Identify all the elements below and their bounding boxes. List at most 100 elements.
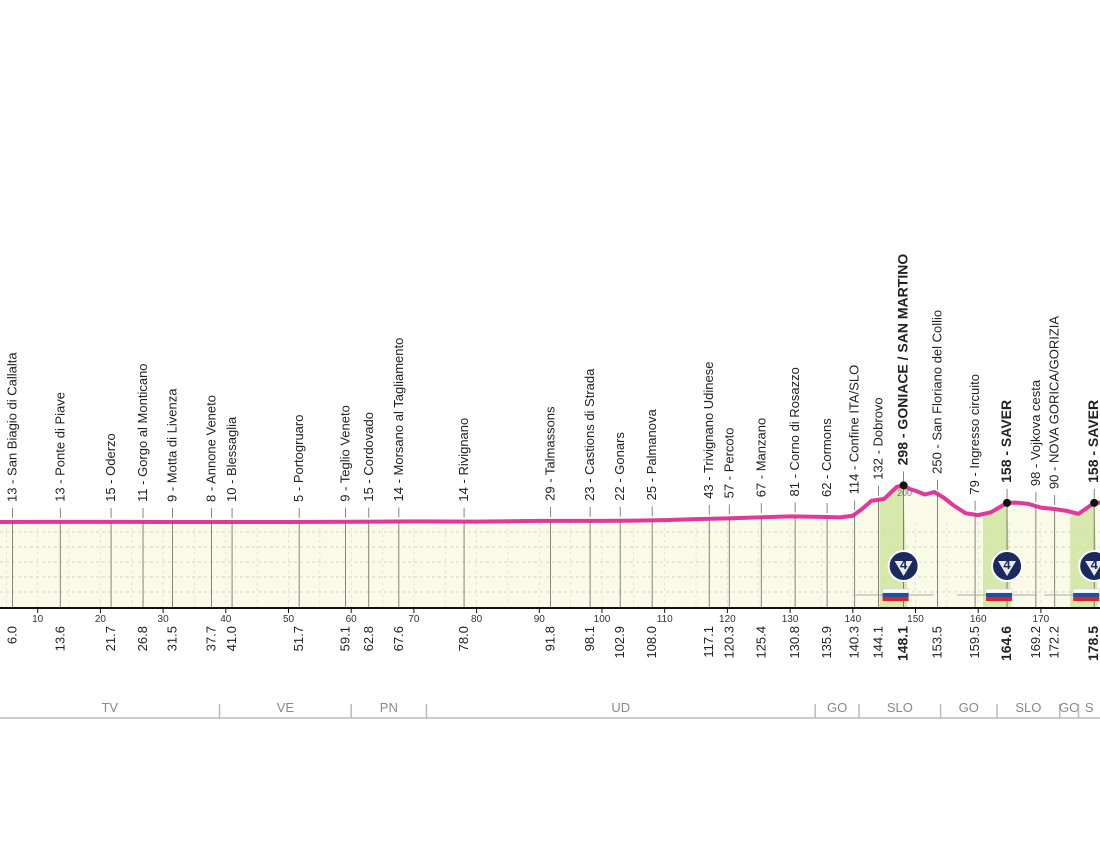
waypoint-name: 15 - Oderzo [103,433,118,502]
waypoint-km-label: 13.6 [52,626,67,651]
waypoint-name: 43 - Trivignano Udinese [701,361,716,498]
waypoint-name: 9 - Teglio Veneto [338,405,353,502]
waypoint-name: 250 - San Floriano del Collio [929,310,944,474]
badge-triangle [1085,561,1100,576]
waypoint-name: 13 - Ponte di Piave [52,392,67,502]
kom-category-4-icon: 4 [887,550,920,582]
waypoint-km-label: 108.0 [644,626,659,659]
waypoint-km-label: 135.9 [819,626,834,659]
waypoint-km-label: 41.0 [224,626,239,651]
waypoint-km-label: 140.3 [847,626,862,659]
region-label: UD [611,700,630,715]
region-bar: TV VE PN UD GO SLO GO SLO GO S [0,700,1100,719]
region-label: SLO [887,700,913,715]
waypoint-km-label: 37.7 [203,626,218,651]
waypoint-name: 5 - Portogruaro [291,415,306,502]
waypoint-name: 10 - Blessaglia [224,416,239,502]
waypoint-name: 57 - Percoto [721,427,736,498]
axis-tick-label: 60 [346,614,358,625]
waypoint-name: 158 - SAVER [1085,400,1100,483]
waypoint-km-label: 164.6 [998,626,1014,661]
axis-tick-label: 170 [1033,614,1050,625]
axis-tick-label: 140 [844,614,861,625]
waypoint-km-label: 178.5 [1085,626,1100,661]
flag-stripe-white [882,588,909,594]
badge-triangle [998,561,1017,576]
axis-tick-label: 90 [534,614,546,625]
waypoint-km-label: 59.1 [338,626,353,651]
waypoint-km-label: 130.8 [787,626,802,659]
waypoint-km-label: 51.7 [291,626,306,651]
altitude-tick-label: 200 [897,488,912,498]
flag-stripe-red [986,597,1013,601]
slovenia-flag-icon [1072,588,1100,601]
waypoint-name: 81 - Corno di Rosazzo [787,367,802,496]
climb-badges: 4 4 4 [853,550,1100,601]
waypoint-km-label: 21.7 [103,626,118,651]
waypoint-name: 8 - Annone Veneto [203,395,218,502]
region-label: SLO [1015,700,1041,715]
waypoint-name: 23 - Castions di Strada [582,368,597,501]
waypoint-name: 13 - San Biagio di Callalta [5,352,20,502]
waypoint-km-label: 117.1 [701,626,716,658]
waypoint-name: 67 - Manzano [753,418,768,498]
waypoint-name: 158 - SAVER [998,400,1014,483]
waypoint-name: 98 - Vojkova cesta [1028,379,1043,486]
waypoint-name: 14 - Morsano al Tagliamento [391,338,406,502]
waypoint-name: 22 - Gonars [612,432,627,501]
axis-tick-label: 40 [220,614,232,625]
axis-tick-label: 160 [970,614,987,625]
flag-stripe-white [985,588,1013,594]
axis-tick-label: 10 [32,614,44,625]
axis-tick-label: 100 [594,614,611,625]
waypoint-km-label: 159.5 [967,626,982,659]
waypoint-name: 62 - Cormons [819,418,834,497]
climb-category-number: 4 [1091,557,1099,572]
waypoint-name: 9 - Motta di Livenza [165,388,180,502]
region-label: GO [959,700,979,715]
waypoint-km-label: 67.6 [391,626,406,651]
badge-triangle [894,561,913,576]
region-label: TV [101,700,118,715]
waypoint-km-label: 172.2 [1047,626,1062,659]
axis-tick-label: 130 [782,614,799,625]
waypoint-km-label: 91.8 [543,626,558,651]
waypoint-name: 90 - NOVA GORICA/GORIZIA [1047,316,1062,489]
summit-dot [1003,498,1012,507]
slovenia-flag-icon [882,588,909,601]
waypoint-markers: 200 13 - San Biagio di Callalta 6.0 13 - Po… [5,254,1100,661]
kom-category-4-icon: 4 [991,550,1024,582]
climb-category-number: 4 [900,557,908,572]
waypoint-name: 132 - Dobrovo [871,397,886,479]
region-label: VE [277,700,295,715]
waypoint-km-label: 31.5 [165,626,180,651]
waypoint-name: 298 - GONIACE / SAN MARTINO [895,254,911,466]
kom-category-4-icon: 4 [1078,550,1100,582]
summit-dot [1090,498,1099,507]
flag-stripe-white [1072,588,1100,594]
waypoint-km-label: 62.8 [361,626,376,651]
waypoint-name: 11 - Gorgo al Monticano [135,363,150,502]
waypoint-km-label: 102.9 [612,626,627,659]
waypoint-name: 29 - Talmassons [543,406,558,501]
flag-stripe-blue [1073,593,1100,597]
region-label: GO [827,700,847,715]
waypoint-km-label: 169.2 [1028,626,1043,659]
slovenia-flag-icon [985,588,1013,601]
waypoint-name: 25 - Palmanova [644,409,659,501]
waypoint-km-label: 78.0 [456,626,471,651]
waypoint-km-label: 120.3 [721,626,736,659]
region-label: S [1085,700,1094,715]
elevation-profile-line [0,483,1100,524]
distance-axis: 10 20 30 40 50 60 70 80 90 100 110 120 130 140 150 160 1… [0,607,1100,625]
waypoint-name: 79 - Ingresso circuito [967,374,982,495]
flag-stripe-red [882,597,909,601]
region-label: GO [1059,700,1079,715]
waypoint-km-label: 144.1 [871,626,886,659]
axis-tick-label: 110 [657,614,673,625]
waypoint-km-label: 148.1 [895,626,911,661]
waypoint-name: 15 - Cordovado [361,412,376,502]
axis-tick-label: 120 [719,614,736,625]
axis-tick-label: 150 [907,614,924,625]
